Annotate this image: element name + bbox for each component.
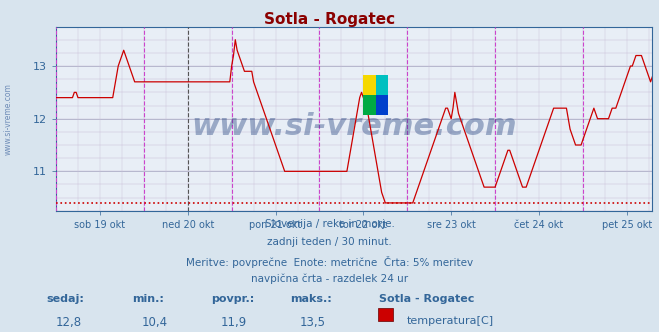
Text: 13,5: 13,5: [300, 316, 326, 329]
Bar: [378, 308, 393, 321]
Text: Meritve: povprečne  Enote: metrične  Črta: 5% meritev: Meritve: povprečne Enote: metrične Črta:…: [186, 256, 473, 268]
Text: 10,4: 10,4: [142, 316, 168, 329]
Text: Sotla - Rogatec: Sotla - Rogatec: [264, 12, 395, 27]
Text: navpična črta - razdelek 24 ur: navpična črta - razdelek 24 ur: [251, 274, 408, 285]
Text: zadnji teden / 30 minut.: zadnji teden / 30 minut.: [267, 237, 392, 247]
Text: sedaj:: sedaj:: [46, 294, 84, 304]
Bar: [363, 95, 376, 115]
Text: www.si-vreme.com: www.si-vreme.com: [191, 112, 517, 140]
Text: 12,8: 12,8: [56, 316, 82, 329]
Text: www.si-vreme.com: www.si-vreme.com: [3, 84, 13, 155]
Text: Sotla - Rogatec: Sotla - Rogatec: [379, 294, 474, 304]
Text: povpr.:: povpr.:: [211, 294, 254, 304]
Text: temperatura[C]: temperatura[C]: [407, 316, 494, 326]
Text: 11,9: 11,9: [221, 316, 247, 329]
Bar: [376, 95, 388, 115]
Text: min.:: min.:: [132, 294, 163, 304]
Bar: [363, 75, 376, 95]
Bar: [376, 75, 388, 95]
Text: Slovenija / reke in morje.: Slovenija / reke in morje.: [264, 219, 395, 229]
Text: maks.:: maks.:: [290, 294, 331, 304]
